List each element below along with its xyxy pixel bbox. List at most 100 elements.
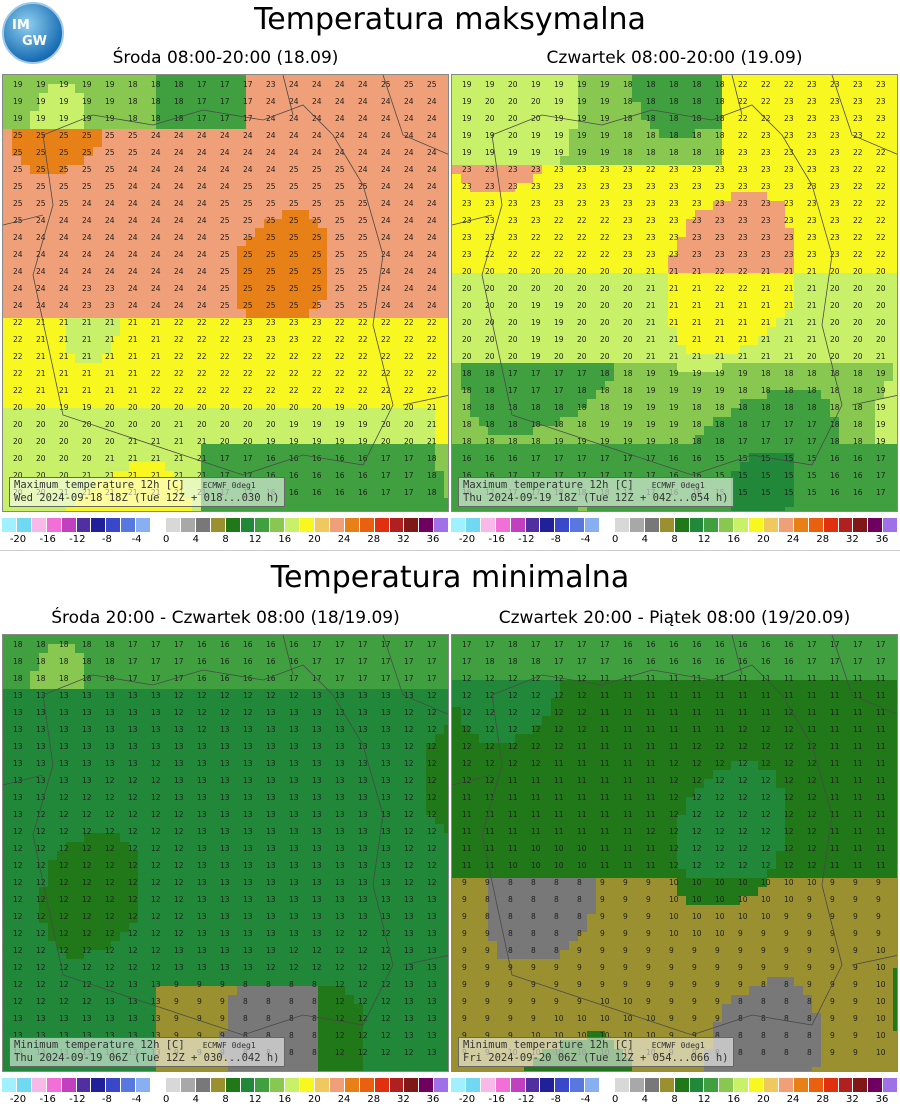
field-cell xyxy=(255,309,265,319)
grid-value-label: 24 xyxy=(404,114,414,123)
field-cell xyxy=(129,201,139,211)
field-cell xyxy=(210,354,220,364)
field-cell xyxy=(722,210,732,220)
field-cell xyxy=(147,156,157,166)
field-cell xyxy=(408,444,418,454)
field-cell xyxy=(111,84,121,94)
field-cell xyxy=(524,309,534,319)
field-cell xyxy=(488,345,498,355)
field-cell xyxy=(237,345,247,355)
field-cell xyxy=(291,444,301,454)
field-cell xyxy=(156,300,166,310)
field-cell xyxy=(830,354,840,364)
field-cell xyxy=(803,75,813,85)
field-cell xyxy=(461,147,471,157)
field-cell xyxy=(228,165,238,175)
field-cell xyxy=(821,138,831,148)
grid-value-label: 20 xyxy=(13,471,23,480)
field-cell xyxy=(174,129,184,139)
field-cell xyxy=(255,237,265,247)
field-cell xyxy=(893,183,897,193)
field-cell xyxy=(381,219,391,229)
field-cell xyxy=(749,255,759,265)
field-cell xyxy=(803,264,813,274)
field-cell xyxy=(488,147,498,157)
field-cell xyxy=(884,174,894,184)
grid-value-label: 24 xyxy=(128,301,138,310)
field-cell xyxy=(48,147,58,157)
field-cell xyxy=(102,318,112,328)
field-cell xyxy=(291,462,301,472)
field-cell xyxy=(120,219,130,229)
field-cell xyxy=(740,282,750,292)
field-cell xyxy=(479,75,489,85)
field-cell xyxy=(551,111,561,121)
field-cell xyxy=(120,84,130,94)
field-cell xyxy=(803,102,813,112)
field-cell xyxy=(381,507,391,511)
grid-value-label: 20 xyxy=(59,437,69,446)
field-cell xyxy=(408,102,418,112)
field-cell xyxy=(75,264,85,274)
field-cell xyxy=(255,138,265,148)
field-cell xyxy=(893,255,897,265)
field-cell xyxy=(12,381,22,391)
field-cell xyxy=(749,381,759,391)
field-cell xyxy=(255,228,265,238)
field-cell xyxy=(264,336,274,346)
field-cell xyxy=(390,201,400,211)
field-cell xyxy=(794,435,804,445)
field-cell xyxy=(372,102,382,112)
field-cell xyxy=(381,174,391,184)
field-cell xyxy=(794,327,804,337)
field-cell xyxy=(560,183,570,193)
grid-value-label: 22 xyxy=(312,352,322,361)
grid-value-label: 19 xyxy=(105,97,115,106)
field-cell xyxy=(318,111,328,121)
field-cell xyxy=(650,129,660,139)
field-cell xyxy=(219,165,229,175)
field-cell xyxy=(758,273,768,283)
field-cell xyxy=(794,138,804,148)
field-cell xyxy=(884,255,894,265)
field-cell xyxy=(219,345,229,355)
field-cell xyxy=(470,246,480,256)
field-cell xyxy=(39,120,49,130)
field-cell xyxy=(470,282,480,292)
field-cell xyxy=(345,390,355,400)
field-cell xyxy=(282,300,292,310)
field-cell xyxy=(165,156,175,166)
field-cell xyxy=(282,507,292,511)
grid-value-label: 24 xyxy=(312,148,322,157)
field-cell xyxy=(560,201,570,211)
field-cell xyxy=(111,273,121,283)
field-cell xyxy=(848,426,858,436)
field-cell xyxy=(758,138,768,148)
field-cell xyxy=(120,300,130,310)
field-cell xyxy=(111,264,121,274)
field-cell xyxy=(587,183,597,193)
field-cell xyxy=(515,192,525,202)
field-cell xyxy=(129,192,139,202)
grid-value-label: 25 xyxy=(13,182,23,191)
field-cell xyxy=(282,93,292,103)
field-cell xyxy=(731,228,741,238)
field-cell xyxy=(758,399,768,409)
field-cell xyxy=(237,282,247,292)
field-cell xyxy=(327,75,337,85)
field-cell xyxy=(794,201,804,211)
field-cell xyxy=(704,183,714,193)
field-cell xyxy=(201,408,211,418)
field-cell xyxy=(219,219,229,229)
field-cell xyxy=(812,210,822,220)
field-cell xyxy=(318,300,328,310)
field-cell xyxy=(336,462,346,472)
field-cell xyxy=(623,291,633,301)
field-cell xyxy=(605,273,615,283)
field-cell xyxy=(686,390,696,400)
field-cell xyxy=(893,399,897,409)
field-cell xyxy=(875,219,885,229)
field-cell xyxy=(264,183,274,193)
field-cell xyxy=(381,300,391,310)
field-cell xyxy=(668,435,678,445)
